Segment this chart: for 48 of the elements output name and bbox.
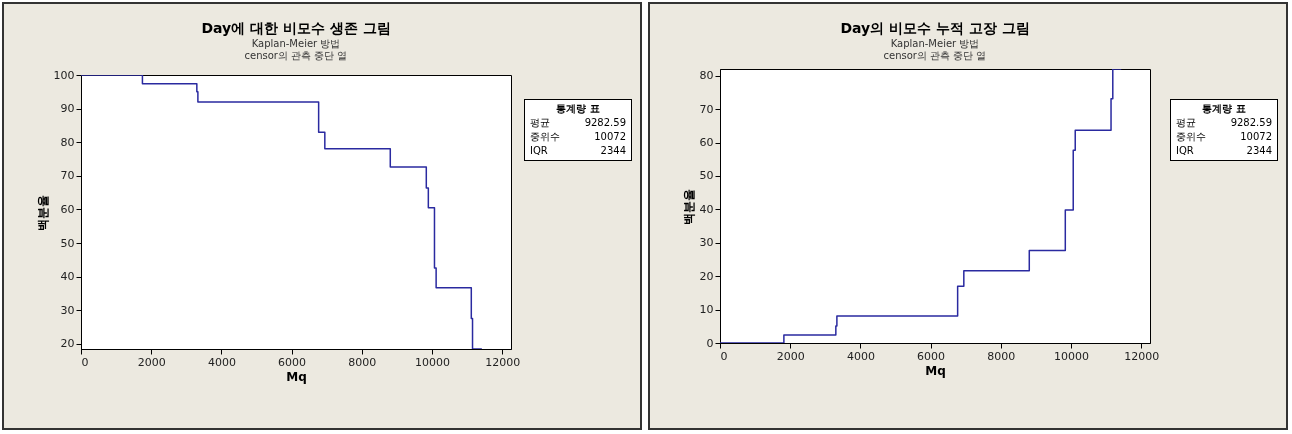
y-tick-label: 80 [60,135,75,149]
x-axis-title: Mq [286,369,307,384]
chart-subtitle: Kaplan-Meier 방법 censor의 관측 중단 열 [883,38,987,61]
x-tick-label: 12000 [1124,349,1160,363]
y-tick-label: 50 [699,169,714,183]
y-tick-label: 50 [60,236,75,250]
y-tick-label: 70 [60,169,75,183]
y-tick-label: 10 [699,303,714,317]
x-tick-label: 12000 [485,355,521,369]
x-tick-label: 6000 [278,355,307,369]
y-axis-title: 백분율 [681,188,696,225]
x-tick-label: 0 [720,349,728,363]
text: IQR 2344 [1176,145,1272,156]
x-tick-label: 10000 [415,355,451,369]
x-tick-label: 4000 [207,355,236,369]
y-tick-label: 60 [699,136,714,150]
text: 평균 9282.59 [1176,117,1272,128]
x-tick-label: 8000 [348,355,377,369]
text: 통계량 표 [555,102,601,116]
y-tick-label: 20 [699,269,714,283]
text: IQR 2344 [530,145,626,156]
y-tick-label: 0 [706,336,714,350]
y-tick-label: 80 [699,69,714,83]
x-tick-label: 10000 [1054,349,1090,363]
text: 통계량 표 [1201,102,1247,116]
x-tick-label: 8000 [987,349,1016,363]
y-tick-label: 90 [60,102,75,116]
x-tick-label: 0 [81,355,89,369]
y-tick-label: 40 [60,270,75,284]
x-axis-title: Mq [925,363,946,378]
y-tick-label: 40 [699,202,714,216]
chart-title: Day의 비모수 누적 고장 그림 [840,20,1030,36]
y-tick-label: 70 [699,102,714,116]
y-tick-label: 20 [60,337,75,351]
y-tick-label: 100 [53,68,75,82]
x-tick-label: 4000 [846,349,875,363]
x-tick-label: 2000 [776,349,805,363]
text: 평균 9282.59 [530,117,626,128]
text: 중위수 10072 [1176,131,1272,142]
y-tick-label: 30 [699,236,714,250]
chart-subtitle: Kaplan-Meier 방법 censor의 관측 중단 열 [244,38,348,61]
y-tick-label: 30 [60,303,75,317]
chart-title: Day에 대한 비모수 생존 그림 [201,20,391,36]
y-tick-label: 60 [60,202,75,216]
y-axis-title: 백분율 [35,194,50,231]
x-tick-label: 2000 [137,355,166,369]
text: 중위수 10072 [530,131,626,142]
x-tick-label: 6000 [917,349,946,363]
